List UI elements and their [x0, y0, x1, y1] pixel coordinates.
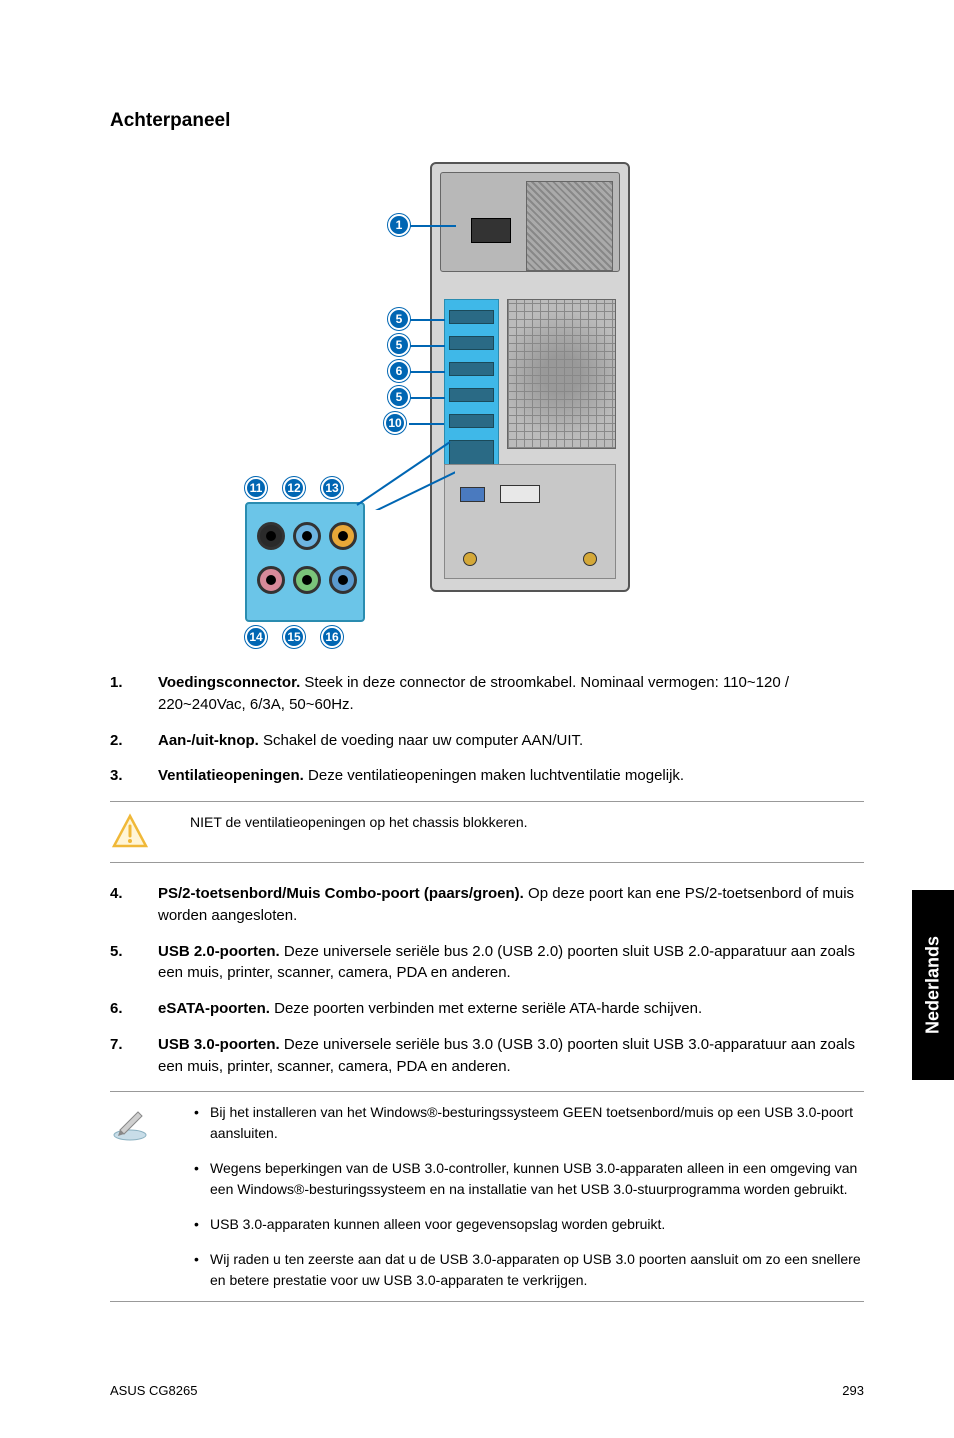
callout-15: 15	[283, 626, 305, 648]
info-bullet: Wegens beperkingen van de USB 3.0-contro…	[190, 1158, 864, 1200]
list-text: Voedingsconnector. Steek in deze connect…	[158, 672, 864, 716]
numbered-list-2: 4. PS/2-toetsenbord/Muis Combo-poort (pa…	[110, 883, 864, 1077]
io-row-5	[449, 414, 494, 428]
psu-area	[440, 172, 620, 272]
callout-12: 12	[283, 477, 305, 499]
callout-13: 13	[321, 477, 343, 499]
callout-line-5a	[410, 319, 445, 321]
jack-lightblue	[293, 522, 321, 550]
vent-grid	[526, 181, 613, 271]
footer-page-number: 293	[842, 1383, 864, 1398]
pencil-icon	[110, 1102, 150, 1142]
info-content: Bij het installeren van het Windows®-bes…	[190, 1102, 864, 1291]
callout-5c: 5	[388, 386, 410, 408]
numbered-list-1: 1. Voedingsconnector. Steek in deze conn…	[110, 672, 864, 787]
callout-11: 11	[245, 477, 267, 499]
list-item-7: 7. USB 3.0-poorten. Deze universele seri…	[110, 1034, 864, 1078]
section-title: Achterpaneel	[110, 110, 864, 132]
list-num: 6.	[110, 998, 158, 1020]
callout-14: 14	[245, 626, 267, 648]
list-item-2: 2. Aan-/uit-knop. Schakel de voeding naa…	[110, 730, 864, 752]
warning-note: NIET de ventilatieopeningen op het chass…	[110, 801, 864, 863]
warning-text: NIET de ventilatieopeningen op het chass…	[190, 812, 864, 833]
list-num: 1.	[110, 672, 158, 716]
io-row-3	[449, 362, 494, 376]
list-num: 4.	[110, 883, 158, 927]
power-connector	[471, 218, 511, 243]
callout-6: 6	[388, 360, 410, 382]
list-text: Aan-/uit-knop. Schakel de voeding naar u…	[158, 730, 864, 752]
callout-10: 10	[384, 412, 406, 434]
list-item-5: 5. USB 2.0-poorten. Deze universele seri…	[110, 941, 864, 985]
list-num: 2.	[110, 730, 158, 752]
jack-green	[293, 566, 321, 594]
info-bullet-list: Bij het installeren van het Windows®-bes…	[190, 1102, 864, 1291]
io-row-2	[449, 336, 494, 350]
info-bullet: Wij raden u ten zeerste aan dat u de USB…	[190, 1249, 864, 1291]
callout-5b: 5	[388, 334, 410, 356]
language-tab: Nederlands	[912, 890, 954, 1080]
rear-panel-diagram: 1 5 5 6 5 10 11 12 13 14 15 16	[170, 162, 870, 632]
list-num: 7.	[110, 1034, 158, 1078]
list-item-6: 6. eSATA-poorten. Deze poorten verbinden…	[110, 998, 864, 1020]
list-text: USB 2.0-poorten. Deze universele seriële…	[158, 941, 864, 985]
info-bullet: Bij het installeren van het Windows®-bes…	[190, 1102, 864, 1144]
jack-blue	[329, 566, 357, 594]
callout-line-1	[410, 225, 456, 227]
jack-pink	[257, 566, 285, 594]
list-num: 5.	[110, 941, 158, 985]
expansion-slots	[444, 464, 616, 579]
fan-vent	[507, 299, 616, 449]
info-bullet: USB 3.0-apparaten kunnen alleen voor geg…	[190, 1214, 864, 1235]
callout-line-5c	[410, 397, 445, 399]
jack-black	[257, 522, 285, 550]
callout-16: 16	[321, 626, 343, 648]
zoom-lines	[355, 440, 455, 510]
warning-icon	[110, 812, 150, 852]
tower-illustration	[430, 162, 630, 592]
list-item-3: 3. Ventilatieopeningen. Deze ventilatieo…	[110, 765, 864, 787]
vga-port	[460, 487, 485, 502]
callout-line-5b	[410, 345, 445, 347]
io-row-4	[449, 388, 494, 402]
screw-2	[583, 552, 597, 566]
list-item-4: 4. PS/2-toetsenbord/Muis Combo-poort (pa…	[110, 883, 864, 927]
footer-model: ASUS CG8265	[110, 1383, 197, 1398]
screw-1	[463, 552, 477, 566]
list-num: 3.	[110, 765, 158, 787]
callout-1: 1	[388, 214, 410, 236]
page-footer: ASUS CG8265 293	[110, 1383, 864, 1398]
dvi-port	[500, 485, 540, 503]
jack-orange	[329, 522, 357, 550]
list-text: USB 3.0-poorten. Deze universele seriële…	[158, 1034, 864, 1078]
callout-line-10	[409, 423, 444, 425]
list-item-1: 1. Voedingsconnector. Steek in deze conn…	[110, 672, 864, 716]
list-text: Ventilatieopeningen. Deze ventilatieopen…	[158, 765, 864, 787]
callout-line-6	[410, 371, 445, 373]
info-note: Bij het installeren van het Windows®-bes…	[110, 1091, 864, 1302]
audio-jacks-detail	[245, 502, 365, 622]
list-text: PS/2-toetsenbord/Muis Combo-poort (paars…	[158, 883, 864, 927]
callout-5a: 5	[388, 308, 410, 330]
io-row-1	[449, 310, 494, 324]
list-text: eSATA-poorten. Deze poorten verbinden me…	[158, 998, 864, 1020]
